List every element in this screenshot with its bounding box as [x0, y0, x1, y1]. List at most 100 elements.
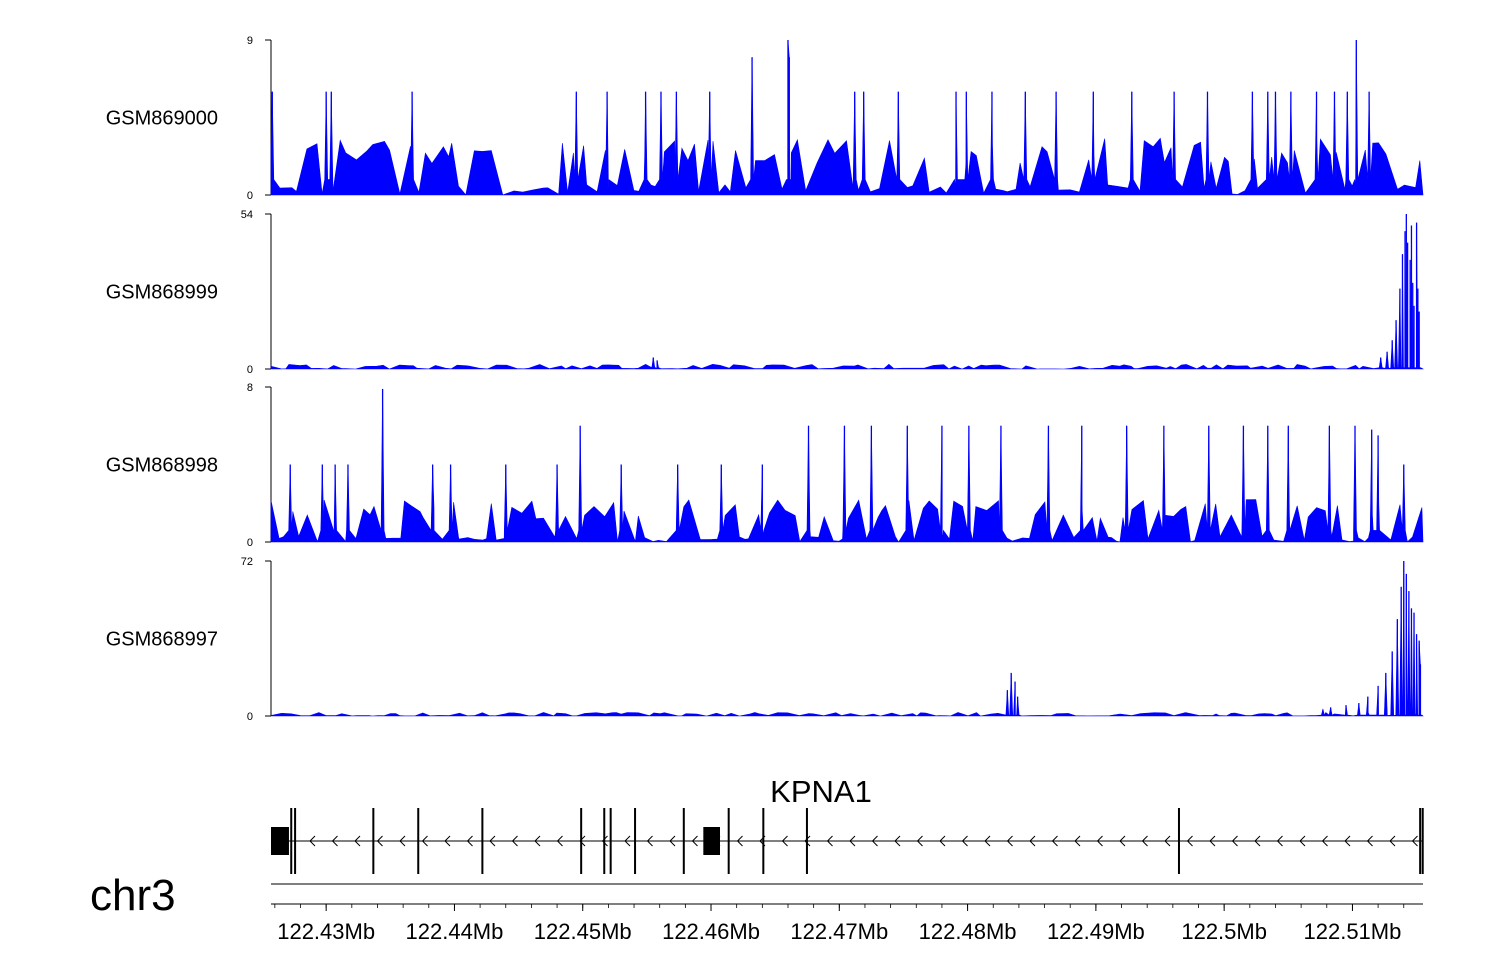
gene-exon: [703, 827, 720, 855]
strand-arrow: [421, 835, 428, 847]
strand-arrow: [1254, 835, 1261, 847]
track-gsm868999: GSM868999 54 0: [106, 209, 1424, 376]
strand-arrow: [1029, 835, 1036, 847]
y-tick-label-min: 0: [247, 537, 253, 549]
gene-exon: [727, 808, 730, 874]
x-tick-label: 122.49Mb: [1047, 919, 1145, 944]
coverage-area: [270, 560, 1424, 717]
strand-arrow: [804, 835, 811, 847]
strand-arrow: [1186, 835, 1193, 847]
y-tick-label-max: 9: [247, 35, 253, 47]
strand-arrow: [916, 835, 923, 847]
gene-exon: [271, 827, 289, 855]
strand-arrow: [556, 835, 563, 847]
gene-name-label: KPNA1: [770, 774, 872, 809]
strand-arrow: [1006, 835, 1013, 847]
strand-arrow: [1164, 835, 1171, 847]
strand-arrow: [579, 835, 586, 847]
strand-arrow: [1366, 835, 1373, 847]
strand-arrow: [1321, 835, 1328, 847]
gene-exon: [1177, 808, 1180, 874]
chromosome-label: chr3: [90, 871, 176, 920]
strand-arrow: [1096, 835, 1103, 847]
gene-exon: [417, 808, 420, 874]
gene-exon: [290, 808, 293, 874]
strand-arrow: [984, 835, 991, 847]
strand-arrow: [1299, 835, 1306, 847]
track-label: GSM868999: [106, 282, 218, 304]
gene-exon: [634, 808, 637, 874]
gene-exon: [294, 808, 297, 874]
coverage-area: [270, 388, 1424, 543]
strand-arrow: [1141, 835, 1148, 847]
track-gsm868998: GSM868998 8 0: [106, 382, 1424, 549]
strand-arrow: [1411, 835, 1418, 847]
strand-arrow: [1209, 835, 1216, 847]
x-tick-label: 122.47Mb: [790, 919, 888, 944]
y-tick-label-min: 0: [247, 364, 253, 376]
strand-arrow: [849, 835, 856, 847]
strand-arrow: [331, 835, 338, 847]
y-tick-label-min: 0: [247, 190, 253, 202]
track-label: GSM868997: [106, 629, 218, 651]
gene-exon: [1419, 808, 1422, 874]
strand-arrow: [1074, 835, 1081, 847]
gene-exon: [805, 808, 808, 874]
gene-exon: [762, 808, 765, 874]
x-tick-label: 122.43Mb: [277, 919, 375, 944]
strand-arrow: [466, 835, 473, 847]
strand-arrow: [736, 835, 743, 847]
strand-arrow: [691, 835, 698, 847]
strand-arrow: [871, 835, 878, 847]
strand-arrow: [489, 835, 496, 847]
track-gsm868997: GSM868997 72 0: [106, 556, 1424, 723]
strand-arrow: [309, 835, 316, 847]
strand-arrow: [1051, 835, 1058, 847]
x-tick-label: 122.44Mb: [406, 919, 504, 944]
strand-arrow: [669, 835, 676, 847]
y-tick-label-min: 0: [247, 711, 253, 723]
track-gsm869000: GSM869000 9 0: [106, 35, 1424, 202]
gene-exon: [603, 808, 606, 874]
strand-arrow: [781, 835, 788, 847]
genome-axis: chr3 122.43Mb 122.44Mb 122.45Mb 122.46Mb 122…: [90, 871, 1423, 944]
x-tick-label: 122.46Mb: [662, 919, 760, 944]
strand-arrow: [1389, 835, 1396, 847]
strand-arrow: [1231, 835, 1238, 847]
strand-arrow: [511, 835, 518, 847]
gene-exon: [580, 808, 583, 874]
strand-arrow: [939, 835, 946, 847]
y-tick-label-max: 54: [241, 209, 253, 221]
y-tick-label-max: 72: [241, 556, 253, 568]
y-tick-label-max: 8: [247, 382, 253, 394]
x-tick-label: 122.48Mb: [919, 919, 1017, 944]
gene-track: KPNA1: [271, 774, 1424, 874]
x-tick-label: 122.51Mb: [1304, 919, 1402, 944]
strand-arrow: [894, 835, 901, 847]
x-tick-label: 122.45Mb: [534, 919, 632, 944]
data-tracks: GSM86900090GSM868999540GSM86899880GSM868…: [106, 35, 1424, 723]
strand-arrow: [444, 835, 451, 847]
gene-exon: [609, 808, 612, 874]
strand-arrow: [1119, 835, 1126, 847]
gene-exon: [481, 808, 484, 874]
strand-arrow: [534, 835, 541, 847]
strand-arrow: [1276, 835, 1283, 847]
x-tick-label: 122.5Mb: [1181, 919, 1267, 944]
coverage-area: [270, 213, 1424, 370]
strand-arrow: [646, 835, 653, 847]
track-label: GSM869000: [106, 108, 218, 130]
track-label: GSM868998: [106, 455, 218, 477]
strand-arrow: [1344, 835, 1351, 847]
strand-arrow: [961, 835, 968, 847]
strand-arrow: [354, 835, 361, 847]
strand-arrow: [826, 835, 833, 847]
strand-arrow: [624, 835, 631, 847]
strand-arrow: [601, 835, 608, 847]
strand-arrow: [399, 835, 406, 847]
coverage-area: [270, 39, 1424, 196]
gene-exon: [682, 808, 685, 874]
strand-arrow: [376, 835, 383, 847]
gene-exon: [1421, 808, 1424, 874]
